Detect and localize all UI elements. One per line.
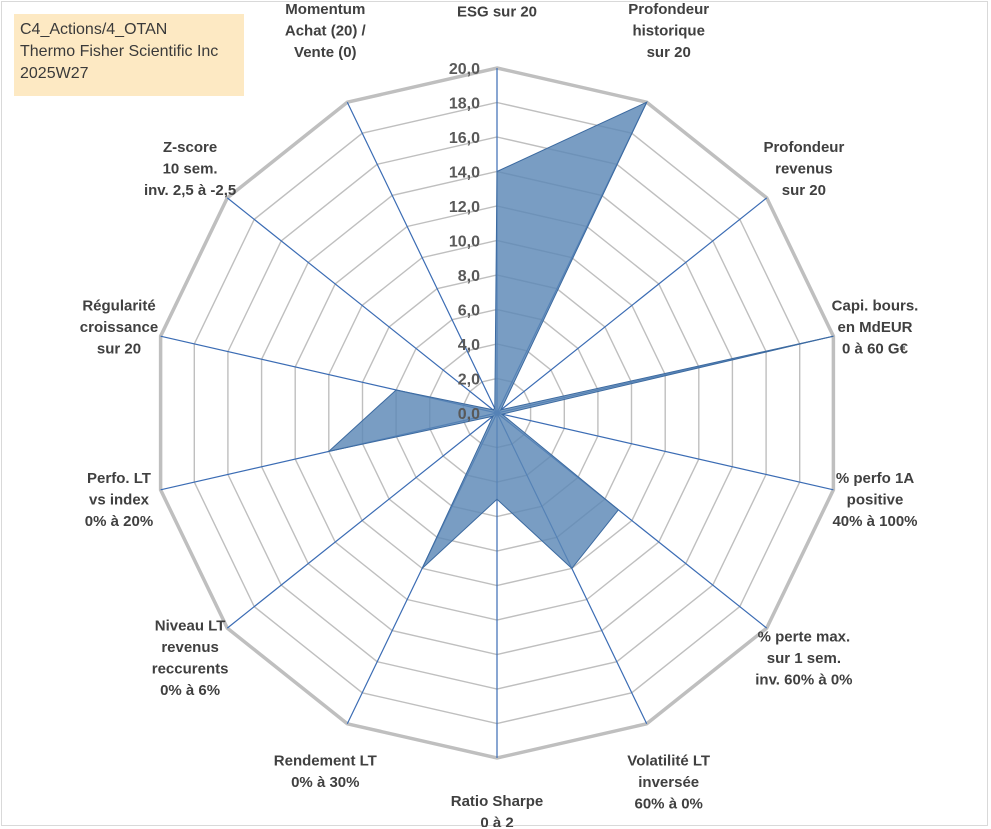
chart-title-box: C4_Actions/4_OTAN Thermo Fisher Scientif… — [14, 14, 244, 96]
title-line-portfolio: C4_Actions/4_OTAN — [20, 21, 168, 38]
axis-spoke — [496, 412, 834, 491]
tick-label: 12,0 — [449, 199, 480, 216]
title-line-company: Thermo Fisher Scientific Inc — [20, 43, 219, 60]
axis-spoke — [226, 197, 498, 414]
axis-spoke — [226, 412, 498, 629]
tick-label: 8,0 — [458, 268, 480, 285]
axis-label: Z-score 10 sem. inv. 2,5 à -2,5 — [144, 139, 236, 199]
axis-label: Perfo. LT vs index 0% à 20% — [85, 470, 153, 530]
axis-label: NoteESG sur 20 — [457, 2, 537, 21]
title-line-week: 2025W27 — [20, 65, 89, 82]
series-area — [327, 101, 834, 570]
tick-label: 2,0 — [458, 372, 480, 389]
axis-label: Ratio Sharpe 0 à 2 — [451, 793, 544, 827]
tick-label: 10,0 — [449, 234, 480, 251]
axis-label: % perte max. sur 1 sem. inv. 60% à 0% — [755, 629, 852, 689]
axis-label: Capi. bours. en MdEUR 0 à 60 G€ — [832, 298, 919, 358]
axis-spoke — [496, 197, 768, 414]
axis-label: Profondeur revenus sur 20 — [763, 139, 844, 199]
axis-label: Volatilité LT inversée 60% à 0% — [627, 753, 710, 813]
tick-label: 4,0 — [458, 337, 480, 354]
axis-label: % perfo 1A positive 40% à 100% — [832, 470, 917, 530]
axis-label: Niveau LT revenus reccurents 0% à 6% — [152, 618, 229, 700]
axis-label: Régularité croissance sur 20 — [80, 298, 158, 358]
tick-label: 20,0 — [449, 61, 480, 78]
axis-label: Profondeur historique sur 20 — [628, 2, 709, 61]
radar-tick-labels: 0,0 2,0 4,0 6,0 8,0 10,0 12,0 14,0 16,0 18,0 20,0 — [449, 61, 480, 423]
axis-spoke — [346, 101, 498, 414]
tick-label: 0,0 — [458, 406, 480, 423]
tick-label: 18,0 — [449, 96, 480, 113]
tick-label: 16,0 — [449, 130, 480, 147]
axis-label: Rendement LT 0% à 30% — [274, 753, 377, 792]
axis-label: Momentum Achat (20) / Vente (0) — [285, 2, 367, 61]
tick-label: 14,0 — [449, 165, 480, 182]
radar-series — [327, 101, 834, 570]
tick-label: 6,0 — [458, 303, 480, 320]
